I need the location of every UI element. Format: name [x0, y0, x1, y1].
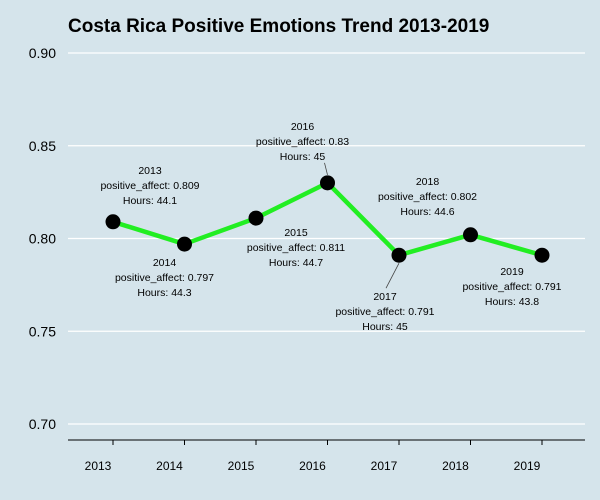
data-point-2019: [534, 247, 550, 263]
x-tick-label: 2015: [228, 459, 255, 473]
annotation-label-2017: Hours: 45: [362, 321, 408, 333]
y-tick-label: 0.80: [29, 231, 56, 247]
x-tick-label: 2019: [514, 459, 541, 473]
annotation-label-2016: positive_affect: 0.83: [256, 136, 349, 148]
annotation-label-2013: 2013: [138, 165, 162, 177]
annotation-label-2018: positive_affect: 0.802: [378, 191, 477, 203]
data-point-2016: [320, 175, 335, 191]
data-point-2017: [391, 247, 407, 263]
annotation-label-2014: positive_affect: 0.797: [115, 272, 214, 284]
x-tick-label: 2013: [85, 459, 112, 473]
annotation-label-2016: 2016: [291, 121, 315, 133]
annotation-label-2014: 2014: [153, 257, 177, 269]
data-point-2015: [248, 210, 264, 226]
annotation-label-2019: 2019: [500, 266, 524, 278]
annotation-leader: [324, 162, 328, 175]
x-tick-label: 2014: [156, 459, 183, 473]
x-tick-label: 2017: [371, 459, 398, 473]
y-axis-ticks: 0.90 0.85 0.80 0.75 0.70: [29, 45, 56, 432]
y-tick-label: 0.85: [29, 138, 56, 154]
annotation-label-2019: Hours: 43.8: [485, 296, 539, 308]
annotation-label-2013: Hours: 44.1: [123, 195, 177, 207]
annotation-label-2015: positive_affect: 0.811: [247, 242, 345, 254]
annotation-leaders: [324, 162, 400, 289]
x-tick-label: 2018: [442, 459, 469, 473]
chart-title: Costa Rica Positive Emotions Trend 2013-…: [68, 16, 489, 37]
annotation-label-2017: positive_affect: 0.791: [335, 306, 434, 318]
annotation-label-2018: 2018: [416, 176, 440, 188]
annotation-label-2016: Hours: 45: [280, 151, 326, 163]
annotation-label-2014: Hours: 44.3: [137, 287, 191, 299]
x-tick-label: 2016: [299, 459, 326, 473]
data-points: [105, 175, 550, 263]
annotation-label-2019: positive_affect: 0.791: [462, 281, 561, 293]
annotation-leader: [385, 263, 400, 289]
annotation-label-2017: 2017: [373, 291, 397, 303]
annotations: 2013 positive_affect: 0.809 Hours: 44.1 201…: [100, 121, 561, 333]
y-tick-label: 0.70: [29, 416, 56, 432]
x-axis: 2013 2014 2015 2016 2017 2018 2019: [68, 439, 585, 473]
data-point-2014: [177, 236, 192, 252]
y-tick-label: 0.90: [29, 45, 56, 61]
annotation-label-2015: 2015: [284, 227, 308, 239]
gridlines: [68, 52, 585, 425]
data-point-2013: [105, 214, 121, 230]
y-tick-label: 0.75: [29, 323, 56, 339]
annotation-label-2018: Hours: 44.6: [400, 206, 454, 218]
annotation-label-2015: Hours: 44.7: [269, 257, 323, 269]
data-point-2018: [463, 227, 478, 243]
annotation-label-2013: positive_affect: 0.809: [100, 180, 199, 192]
